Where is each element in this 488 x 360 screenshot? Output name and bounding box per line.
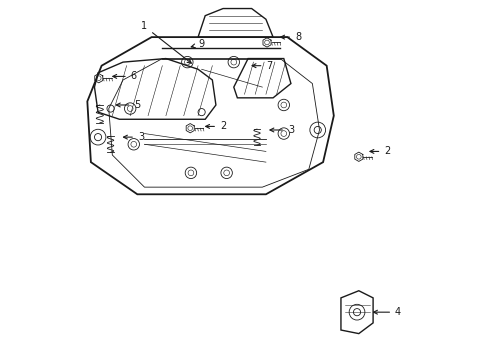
Text: 2: 2 [205, 121, 226, 131]
Text: 9: 9 [191, 39, 204, 49]
Text: 4: 4 [373, 307, 400, 317]
Text: 7: 7 [252, 61, 272, 71]
Text: 6: 6 [113, 71, 137, 81]
Text: 3: 3 [123, 132, 143, 142]
Text: 5: 5 [116, 100, 140, 110]
Text: 8: 8 [280, 32, 301, 42]
Text: 3: 3 [269, 125, 293, 135]
Text: 2: 2 [369, 147, 390, 157]
Text: 1: 1 [141, 21, 191, 63]
